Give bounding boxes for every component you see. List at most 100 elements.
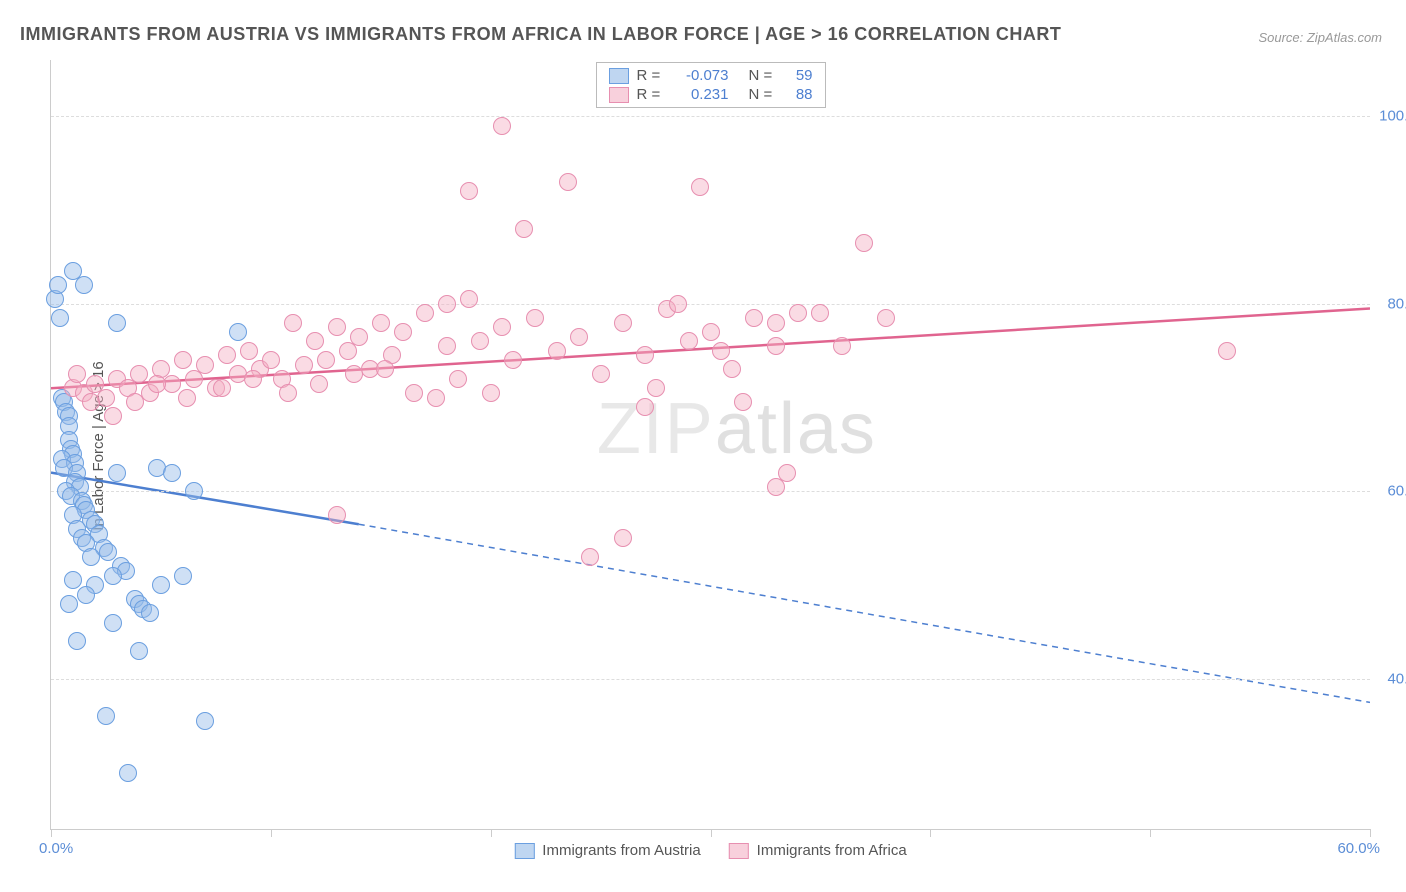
data-point <box>196 712 214 730</box>
data-point <box>723 360 741 378</box>
data-point <box>460 290 478 308</box>
data-point <box>178 389 196 407</box>
data-point <box>108 464 126 482</box>
data-point <box>126 393 144 411</box>
legend-item-austria: Immigrants from Austria <box>514 842 700 859</box>
data-point <box>119 764 137 782</box>
data-point <box>345 365 363 383</box>
data-point <box>130 365 148 383</box>
data-point <box>82 548 100 566</box>
legend-row-austria: R = -0.073 N = 59 <box>609 67 813 84</box>
x-tick <box>930 829 931 837</box>
data-point <box>64 262 82 280</box>
data-point <box>811 304 829 322</box>
data-point <box>789 304 807 322</box>
data-point <box>636 398 654 416</box>
data-point <box>427 389 445 407</box>
legend-r-value-africa: 0.231 <box>673 86 729 103</box>
data-point <box>691 178 709 196</box>
data-point <box>680 332 698 350</box>
data-point <box>141 604 159 622</box>
data-point <box>51 309 69 327</box>
x-tick <box>491 829 492 837</box>
data-point <box>482 384 500 402</box>
swatch-blue-icon <box>609 68 629 84</box>
legend-n-value-africa: 88 <box>785 86 813 103</box>
data-point <box>82 393 100 411</box>
data-point <box>376 360 394 378</box>
data-point <box>647 379 665 397</box>
data-point <box>163 464 181 482</box>
x-axis-max-label: 60.0% <box>1337 840 1380 857</box>
data-point <box>152 576 170 594</box>
legend-item-africa: Immigrants from Africa <box>729 842 907 859</box>
data-point <box>262 351 280 369</box>
legend-r-label: R = <box>637 67 665 84</box>
data-point <box>767 314 785 332</box>
data-point <box>108 314 126 332</box>
data-point <box>306 332 324 350</box>
legend-n-label: N = <box>749 86 777 103</box>
data-point <box>68 365 86 383</box>
data-point <box>372 314 390 332</box>
data-point <box>471 332 489 350</box>
data-point <box>328 318 346 336</box>
data-point <box>504 351 522 369</box>
data-point <box>130 642 148 660</box>
data-point <box>669 295 687 313</box>
swatch-pink-icon <box>729 843 749 859</box>
data-point <box>767 337 785 355</box>
legend-correlation: R = -0.073 N = 59 R = 0.231 N = 88 <box>596 62 826 108</box>
data-point <box>570 328 588 346</box>
legend-n-label: N = <box>749 67 777 84</box>
data-point <box>734 393 752 411</box>
y-tick-label: 60.0% <box>1387 483 1406 500</box>
data-point <box>1218 342 1236 360</box>
data-point <box>279 384 297 402</box>
data-point <box>745 309 763 327</box>
source-label: Source: ZipAtlas.com <box>1258 30 1382 45</box>
data-point <box>405 384 423 402</box>
data-point <box>104 567 122 585</box>
legend-r-value-austria: -0.073 <box>673 67 729 84</box>
data-point <box>526 309 544 327</box>
legend-n-value-austria: 59 <box>785 67 813 84</box>
y-tick-label: 40.0% <box>1387 670 1406 687</box>
data-point <box>548 342 566 360</box>
y-tick-label: 80.0% <box>1387 295 1406 312</box>
x-tick <box>271 829 272 837</box>
data-point <box>295 356 313 374</box>
data-point <box>614 314 632 332</box>
data-point <box>196 356 214 374</box>
data-point <box>185 482 203 500</box>
legend-label-austria: Immigrants from Austria <box>542 842 700 859</box>
data-point <box>581 548 599 566</box>
data-point <box>438 295 456 313</box>
chart-title: IMMIGRANTS FROM AUSTRIA VS IMMIGRANTS FR… <box>20 24 1061 45</box>
data-point <box>104 614 122 632</box>
data-point <box>592 365 610 383</box>
data-point <box>515 220 533 238</box>
gridline <box>51 304 1370 305</box>
legend-r-label: R = <box>637 86 665 103</box>
x-tick <box>1150 829 1151 837</box>
x-axis-min-label: 0.0% <box>39 840 73 857</box>
data-point <box>767 478 785 496</box>
x-tick <box>711 829 712 837</box>
gridline <box>51 116 1370 117</box>
data-point <box>75 276 93 294</box>
legend-series: Immigrants from Austria Immigrants from … <box>514 842 906 859</box>
swatch-pink-icon <box>609 87 629 103</box>
data-point <box>229 323 247 341</box>
data-point <box>174 567 192 585</box>
data-point <box>833 337 851 355</box>
data-point <box>213 379 231 397</box>
data-point <box>310 375 328 393</box>
data-point <box>60 595 78 613</box>
data-point <box>97 707 115 725</box>
data-point <box>97 389 115 407</box>
data-point <box>174 351 192 369</box>
data-point <box>240 342 258 360</box>
data-point <box>244 370 262 388</box>
data-point <box>77 586 95 604</box>
